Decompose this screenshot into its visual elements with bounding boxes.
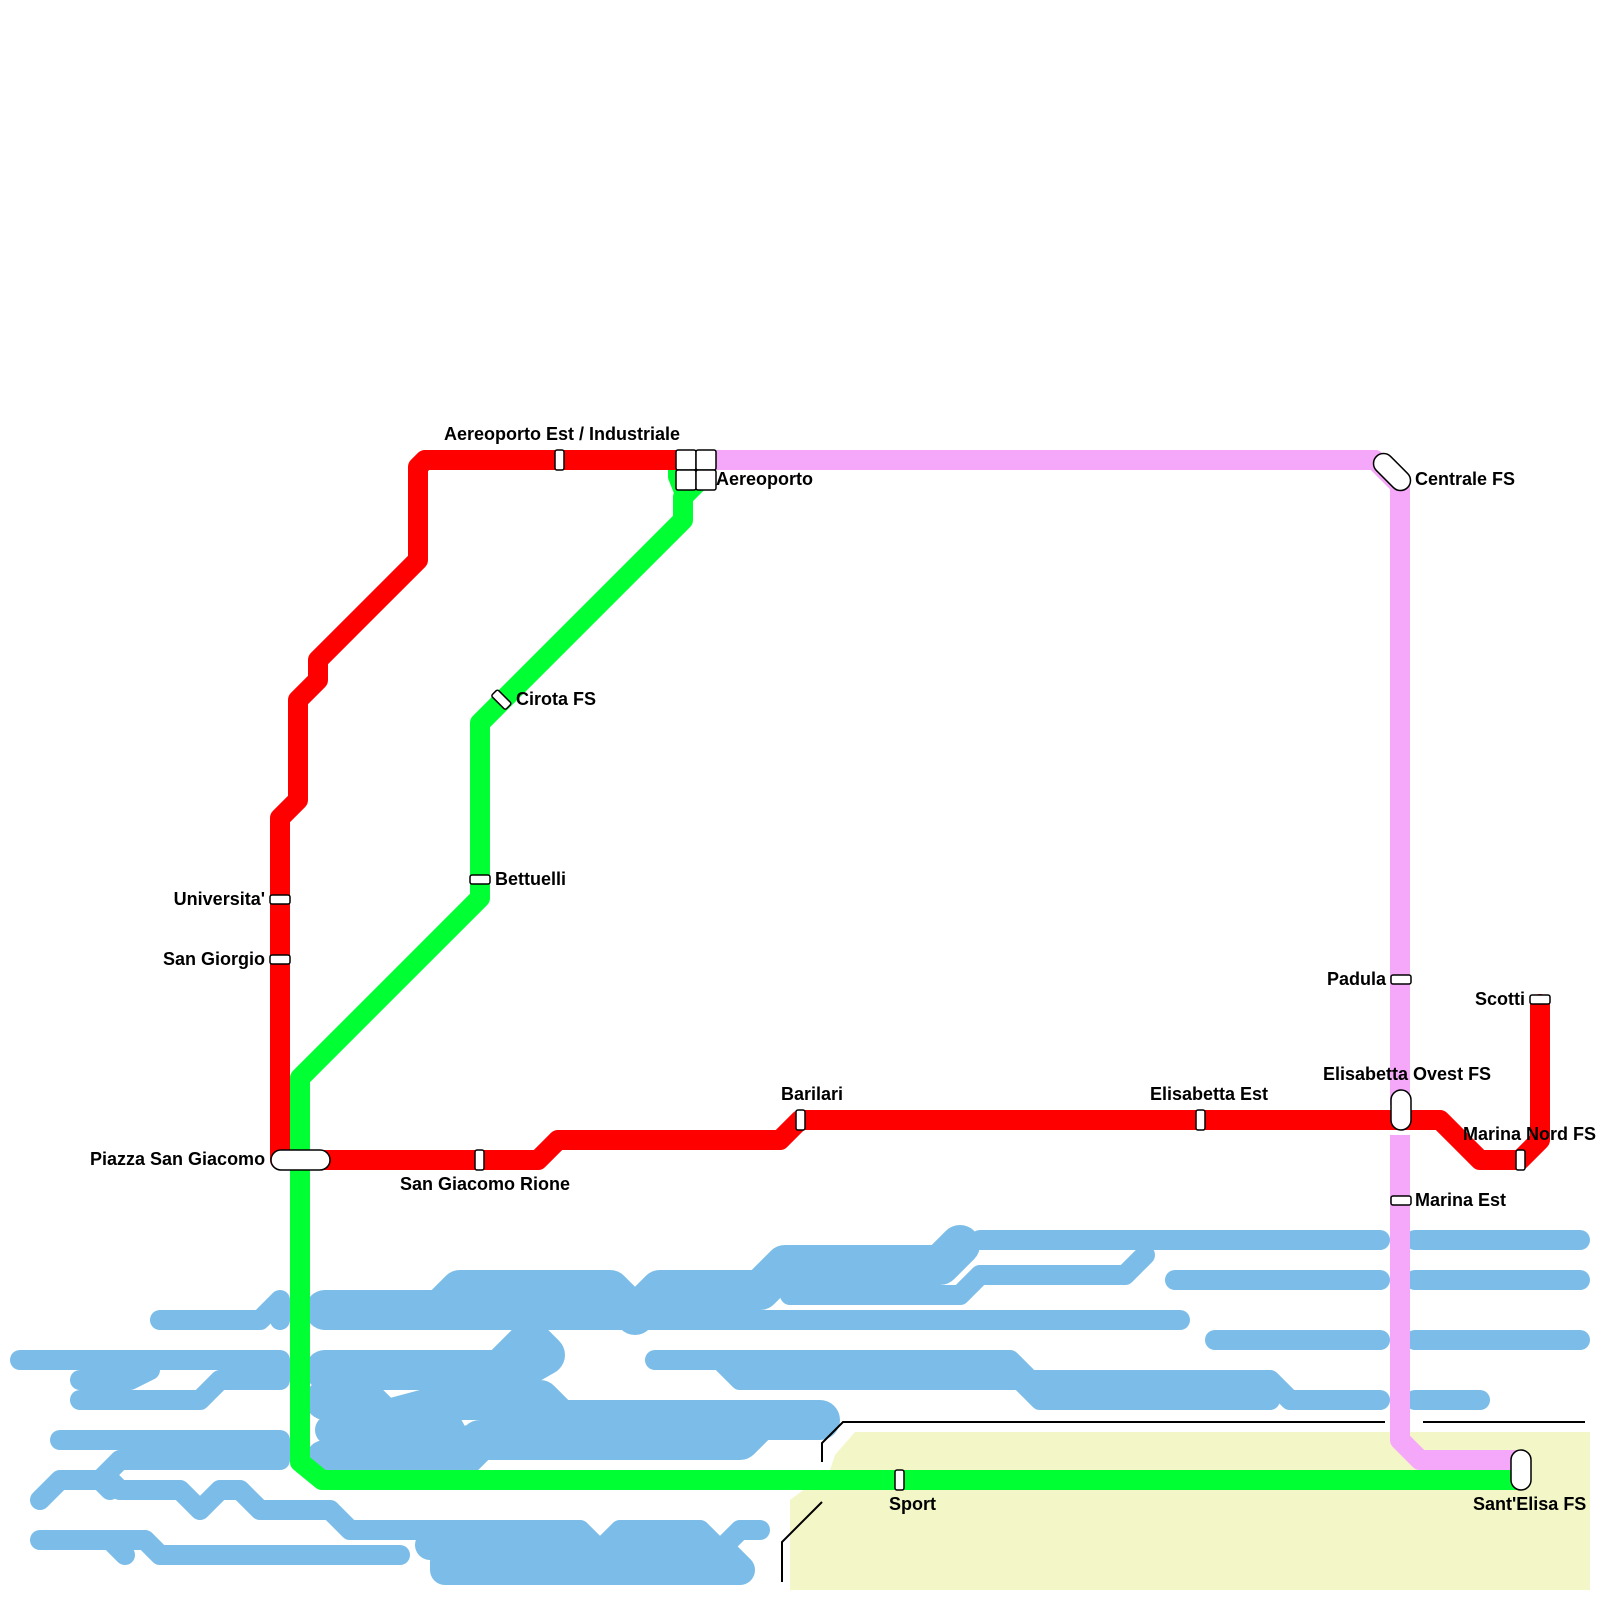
label-barilari: Barilari xyxy=(781,1084,843,1104)
label-padula: Padula xyxy=(1327,969,1387,989)
label-san-giorgio: San Giorgio xyxy=(163,949,265,969)
coast-lines xyxy=(781,1421,1585,1582)
station-labels: Aereoporto Est / Industriale Aereoporto … xyxy=(90,424,1596,1514)
label-universita: Universita' xyxy=(174,889,265,909)
label-bettuelli: Bettuelli xyxy=(495,869,566,889)
station-cirota-fs-marker[interactable] xyxy=(491,689,512,710)
station-marina-nord-fs-marker[interactable] xyxy=(1515,1149,1526,1171)
station-marina-est-marker[interactable] xyxy=(1390,1195,1412,1206)
label-centrale-fs: Centrale FS xyxy=(1415,469,1515,489)
label-elisabetta-est: Elisabetta Est xyxy=(1150,1084,1268,1104)
label-cirota-fs: Cirota FS xyxy=(516,689,596,709)
label-marina-est: Marina Est xyxy=(1415,1190,1506,1210)
station-aereoporto-est-marker[interactable] xyxy=(554,449,565,471)
station-sant-elisa-fs-marker[interactable] xyxy=(1510,1449,1532,1491)
label-marina-nord-fs: Marina Nord FS xyxy=(1463,1124,1596,1144)
station-piazza-san-giacomo-marker[interactable] xyxy=(270,1149,331,1171)
station-aereoporto-marker[interactable] xyxy=(675,449,717,491)
station-barilari-marker[interactable] xyxy=(795,1109,806,1131)
label-san-giacomo-rione: San Giacomo Rione xyxy=(400,1174,570,1194)
station-centrale-fs-marker[interactable] xyxy=(1369,449,1414,494)
water-area xyxy=(10,1225,1590,1585)
station-padula-marker[interactable] xyxy=(1390,974,1412,985)
label-sant-elisa-fs: Sant'Elisa FS xyxy=(1473,1494,1586,1514)
label-aereoporto-est: Aereoporto Est / Industriale xyxy=(444,424,680,444)
stations xyxy=(269,449,1551,1491)
station-elisabetta-ovest-fs-marker[interactable] xyxy=(1390,1089,1412,1131)
station-san-giacomo-rione-marker[interactable] xyxy=(474,1149,485,1171)
label-sport: Sport xyxy=(889,1494,936,1514)
station-sport-marker[interactable] xyxy=(894,1469,905,1491)
label-piazza-san-giacomo: Piazza San Giacomo xyxy=(90,1149,265,1169)
station-bettuelli-marker[interactable] xyxy=(469,874,491,885)
station-elisabetta-est-marker[interactable] xyxy=(1195,1109,1206,1131)
label-scotti: Scotti xyxy=(1475,989,1525,1009)
station-scotti-marker[interactable] xyxy=(1529,994,1551,1005)
label-elisabetta-ovest-fs: Elisabetta Ovest FS xyxy=(1323,1064,1491,1084)
label-aereoporto: Aereoporto xyxy=(716,469,813,489)
station-san-giorgio-marker[interactable] xyxy=(269,954,291,965)
station-universita-marker[interactable] xyxy=(269,894,291,905)
